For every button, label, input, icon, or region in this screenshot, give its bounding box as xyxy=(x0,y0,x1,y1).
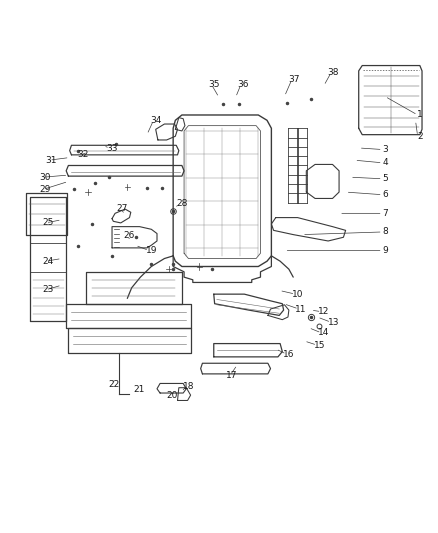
Text: 3: 3 xyxy=(382,145,388,154)
Text: 36: 36 xyxy=(237,80,249,89)
Text: 14: 14 xyxy=(318,328,329,337)
Text: 5: 5 xyxy=(382,174,388,183)
Text: 12: 12 xyxy=(318,307,329,316)
Text: 20: 20 xyxy=(166,391,178,400)
Text: 18: 18 xyxy=(183,382,194,391)
Text: 24: 24 xyxy=(42,257,53,265)
Text: 6: 6 xyxy=(382,190,388,199)
Text: 1: 1 xyxy=(417,110,423,119)
Text: 31: 31 xyxy=(46,156,57,165)
Text: 37: 37 xyxy=(288,75,300,84)
Text: 28: 28 xyxy=(176,199,187,208)
Text: 7: 7 xyxy=(382,209,388,218)
Text: 22: 22 xyxy=(109,380,120,389)
Text: 17: 17 xyxy=(226,371,238,380)
Text: 16: 16 xyxy=(283,350,295,359)
Text: 2: 2 xyxy=(417,132,423,141)
Text: 13: 13 xyxy=(328,318,339,327)
Text: 9: 9 xyxy=(382,246,388,255)
Text: 4: 4 xyxy=(382,158,388,167)
Text: 11: 11 xyxy=(295,304,307,313)
Text: 10: 10 xyxy=(292,289,304,298)
Text: 35: 35 xyxy=(208,80,219,89)
Text: 32: 32 xyxy=(77,150,88,159)
Text: 15: 15 xyxy=(314,341,325,350)
Text: 27: 27 xyxy=(117,204,128,213)
Text: 34: 34 xyxy=(150,116,161,125)
Text: 21: 21 xyxy=(134,385,145,394)
Text: 38: 38 xyxy=(328,68,339,77)
Text: 30: 30 xyxy=(39,173,51,182)
Text: 26: 26 xyxy=(124,231,135,240)
Text: 25: 25 xyxy=(42,219,53,228)
Text: 8: 8 xyxy=(382,228,388,237)
Text: 23: 23 xyxy=(42,285,53,294)
Text: 19: 19 xyxy=(145,246,157,255)
Text: 33: 33 xyxy=(106,144,118,153)
Text: 29: 29 xyxy=(39,185,51,194)
